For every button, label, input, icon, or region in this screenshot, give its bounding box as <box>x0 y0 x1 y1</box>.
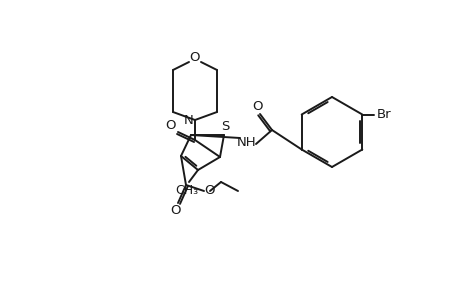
Text: CH₃: CH₃ <box>175 184 198 196</box>
Text: O: O <box>204 184 215 197</box>
Text: O: O <box>165 118 176 131</box>
Text: O: O <box>190 50 200 64</box>
Text: N: N <box>184 113 193 127</box>
Text: NH: NH <box>237 136 256 148</box>
Text: O: O <box>170 205 181 218</box>
Text: O: O <box>252 100 263 112</box>
Text: Br: Br <box>376 108 391 121</box>
Text: S: S <box>220 119 229 133</box>
